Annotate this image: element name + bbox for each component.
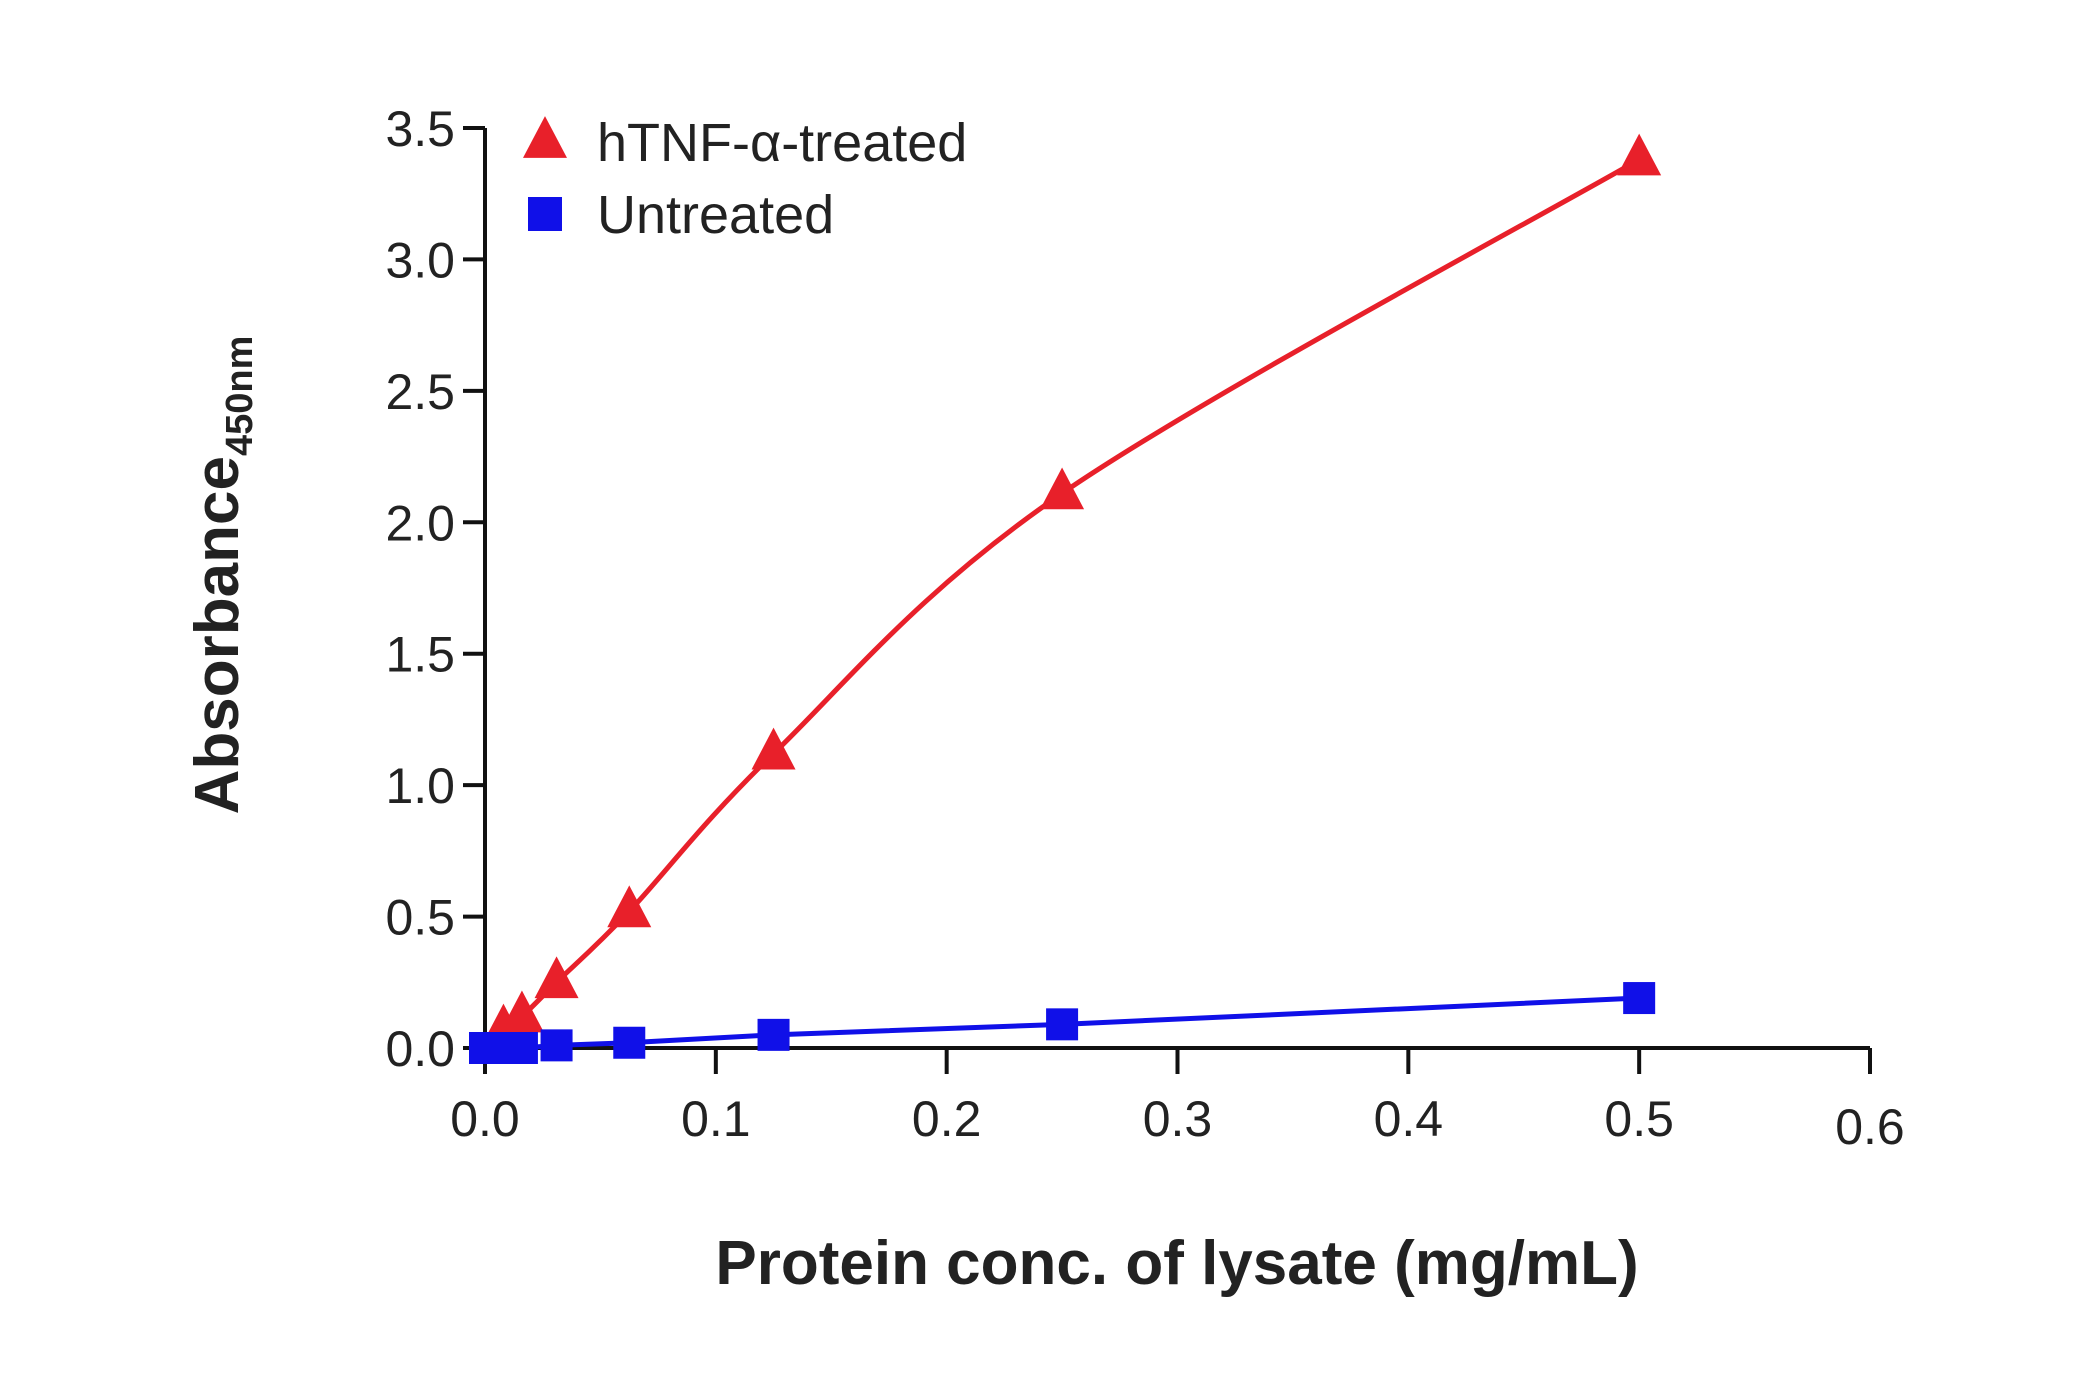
series-line (502, 157, 1641, 1032)
legend-label: hTNF-α-treated (597, 113, 967, 173)
data-point-square (540, 1029, 573, 1062)
data-point-square (613, 1026, 646, 1059)
data-point-triangle (1617, 133, 1662, 176)
data-point-square (1623, 982, 1656, 1015)
x-tick-label: 0.3 (1143, 1091, 1213, 1147)
legend-marker (523, 116, 567, 158)
data-point-triangle (607, 885, 652, 928)
y-tick-label: 3.0 (385, 232, 455, 288)
y-axis-title-main: Absorbance (183, 456, 252, 814)
y-tick-label: 1.0 (385, 758, 455, 814)
axes (483, 128, 1870, 1050)
legend-label: Untreated (597, 185, 834, 245)
x-tick-label: 0.1 (681, 1091, 751, 1147)
x-tick-label: 0.4 (1374, 1091, 1444, 1147)
y-tick-label: 0.5 (385, 890, 455, 946)
x-tick-label: 0.6 (1835, 1099, 1905, 1155)
x-tick-label: 0.2 (912, 1091, 982, 1147)
data-point-triangle (751, 727, 796, 770)
x-ticks: 0.0 0.1 0.2 0.3 0.4 0.5 0.6 (450, 1048, 1905, 1155)
x-tick-label: 0.5 (1604, 1091, 1674, 1147)
x-axis-title: Protein conc. of lysate (mg/mL) (715, 1229, 1638, 1298)
y-tick-label: 3.5 (385, 101, 455, 157)
series-markers (469, 133, 1662, 1064)
y-axis-title: Absorbance450nm (183, 336, 261, 815)
y-tick-label: 2.0 (385, 495, 455, 551)
y-tick-label: 0.0 (385, 1021, 455, 1077)
y-ticks: 0.0 0.5 1.0 1.5 2.0 2.5 3.0 3.5 (385, 101, 485, 1077)
data-point-triangle (534, 956, 579, 999)
legend-marker (528, 197, 562, 231)
data-point-triangle (1040, 467, 1085, 510)
series-lines (485, 157, 1641, 1051)
y-axis-title-sub: 450nm (219, 336, 261, 456)
x-tick-label: 0.0 (450, 1091, 520, 1147)
legend: hTNF-α-treated Untreated (523, 113, 967, 245)
data-point-square (505, 1032, 538, 1064)
data-point-triangle (499, 990, 544, 1033)
y-tick-label: 2.5 (385, 364, 455, 420)
svg-text:Absorbance450nm: Absorbance450nm (183, 336, 261, 815)
data-point-square (757, 1018, 790, 1051)
data-point-square (1046, 1008, 1079, 1041)
y-tick-label: 1.5 (385, 627, 455, 683)
